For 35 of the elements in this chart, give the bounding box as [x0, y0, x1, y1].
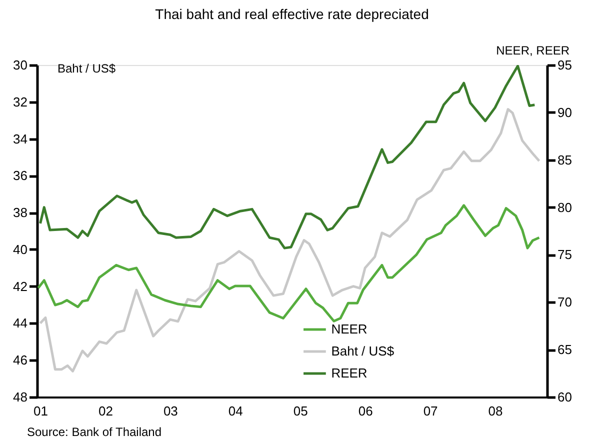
- y-tick-label: 32: [13, 94, 28, 110]
- x-tick-label: 02: [98, 404, 113, 418]
- y-tick-label: 42: [13, 278, 28, 294]
- y-tick-label: 30: [13, 58, 28, 72]
- legend-label: REER: [331, 366, 368, 380]
- chart-title: Thai baht and real effective rate depreciated: [155, 6, 429, 22]
- y-tick-label: 38: [13, 205, 28, 220]
- line-series: [39, 65, 536, 250]
- y-tick-label: 34: [13, 131, 28, 146]
- y-tick-label: 40: [13, 242, 28, 257]
- y2-axis-title: NEER, REER: [496, 44, 570, 58]
- y-tick-label: 48: [13, 390, 28, 404]
- x-tick-label: 08: [488, 404, 503, 418]
- x-tick-label: 05: [293, 404, 308, 418]
- y2-tick-label: 65: [558, 342, 572, 358]
- y-tick-label: 44: [13, 316, 28, 331]
- x-tick-label: 04: [228, 404, 243, 418]
- legend-label: NEER: [331, 322, 368, 336]
- y2-tick-label: 95: [558, 58, 572, 72]
- y2-tick-label: 75: [558, 247, 572, 262]
- y-tick-label: 36: [13, 168, 28, 184]
- y2-tick-label: 70: [558, 294, 572, 310]
- y-axis-title: Baht / US$: [58, 62, 116, 76]
- y2-tick-label: 90: [558, 104, 572, 120]
- x-tick-label: 03: [163, 404, 178, 418]
- line-series: [37, 204, 540, 322]
- y2-tick-label: 80: [558, 200, 572, 215]
- x-tick-label: 01: [34, 404, 48, 418]
- y2-tick-label: 60: [558, 390, 572, 404]
- y2-tick-label: 85: [558, 152, 572, 168]
- y-tick-label: 46: [13, 352, 28, 368]
- x-tick-label: 06: [358, 404, 373, 418]
- legend-label: Baht / US$: [331, 344, 395, 358]
- x-tick-label: 07: [423, 404, 438, 418]
- source-note: Source: Bank of Thailand: [27, 425, 162, 439]
